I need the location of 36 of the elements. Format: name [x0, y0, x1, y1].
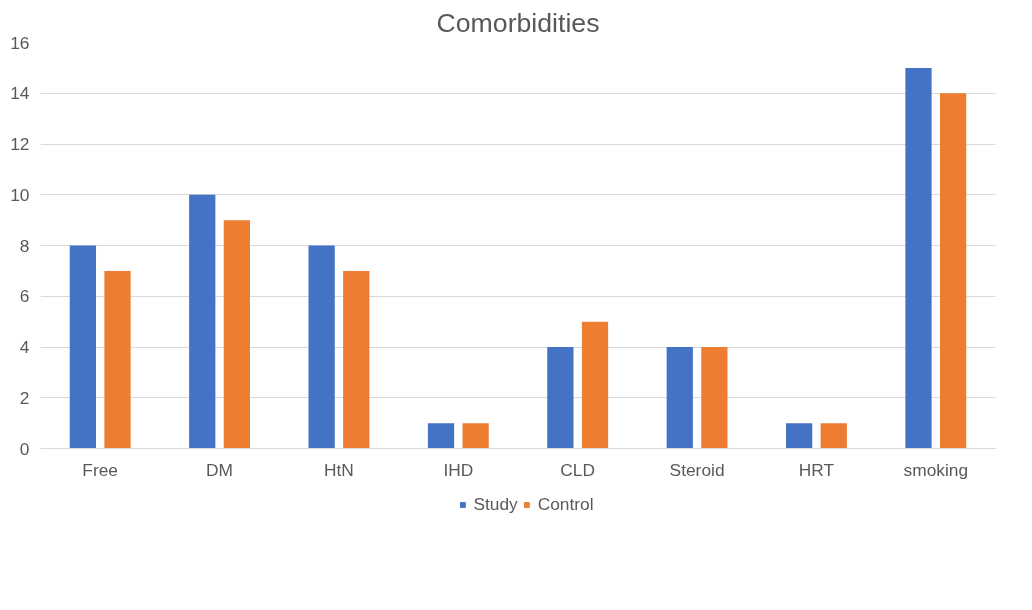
y-tick-label: 2: [19, 387, 30, 408]
bar: [308, 245, 335, 449]
bar: [905, 67, 932, 449]
x-tick-label: Free: [82, 459, 119, 480]
x-tick-label: DM: [206, 459, 234, 480]
bar: [820, 423, 847, 449]
y-tick-label: 10: [10, 184, 30, 205]
x-tick-label: smoking: [903, 459, 969, 480]
legend-label: Control: [537, 493, 594, 515]
bar: [104, 270, 131, 449]
y-tick-label: 6: [19, 286, 30, 307]
bar: [547, 347, 574, 449]
bar: [581, 321, 609, 449]
x-tick-label: IHD: [443, 459, 474, 480]
y-tick-label: 4: [19, 337, 30, 357]
bar: [666, 347, 693, 449]
bar: [69, 245, 97, 449]
chart-title: Comorbidities: [436, 7, 600, 38]
y-tick-label: 14: [10, 83, 30, 104]
x-tick-label: Steroid: [669, 459, 725, 480]
y-tick-label: 16: [10, 32, 30, 53]
y-tick-label: 12: [10, 134, 30, 154]
bar: [223, 220, 250, 449]
bar: [939, 93, 967, 449]
bar: [343, 270, 370, 449]
y-tick-label: 8: [19, 235, 30, 256]
y-tick-label: 0: [19, 438, 30, 459]
bar: [786, 423, 813, 449]
legend-label: Study: [473, 493, 518, 515]
x-tick-label: HRT: [798, 459, 835, 480]
x-tick-label: CLD: [560, 459, 596, 480]
bar: [462, 423, 489, 449]
bar: [189, 194, 216, 449]
bar: [427, 423, 455, 449]
bar: [701, 347, 728, 449]
x-tick-label: HtN: [324, 459, 354, 480]
